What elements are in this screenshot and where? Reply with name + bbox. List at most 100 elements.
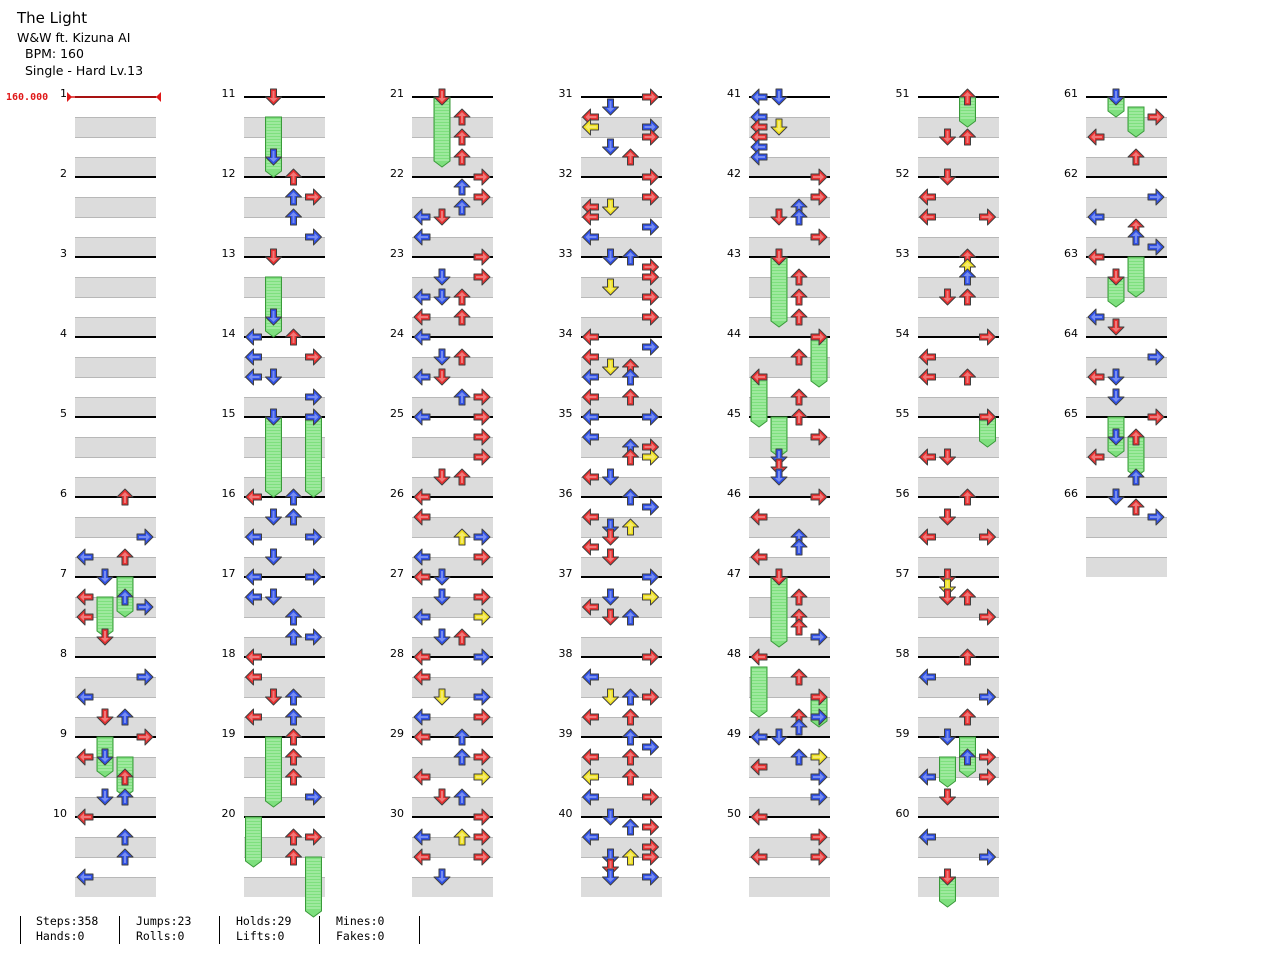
arrow-shine (585, 373, 597, 381)
up-arrow-icon (285, 828, 302, 846)
arrow-shape (642, 408, 659, 426)
beat-line (580, 157, 662, 158)
arrow-shine (476, 273, 487, 281)
arrow-shape (642, 308, 659, 326)
down-arrow-icon (433, 468, 451, 486)
right-arrow-icon (979, 768, 996, 786)
arrow-shape (413, 568, 431, 586)
arrow-shape (622, 818, 639, 836)
arrow-shine (458, 152, 466, 163)
up-arrow-icon (453, 468, 471, 486)
right-arrow-icon (979, 528, 996, 546)
arrow-shine (585, 793, 597, 801)
right-arrow-icon (810, 168, 828, 186)
measure (580, 416, 662, 497)
arrow-shape (285, 168, 302, 186)
left-arrow-icon (245, 568, 262, 586)
arrow-shape (770, 568, 788, 586)
beat-line (412, 537, 493, 538)
arrow-shine (754, 373, 765, 381)
up-arrow-icon (1127, 148, 1145, 166)
left-arrow-icon (582, 348, 599, 366)
arrow-shine (963, 712, 972, 723)
arrow-shine (289, 772, 298, 783)
arrow-shine (813, 193, 824, 201)
right-arrow-icon (473, 548, 491, 566)
arrow-shine (754, 733, 765, 741)
beat-line (412, 857, 493, 858)
up-arrow-icon (116, 788, 134, 806)
right-arrow-icon (305, 408, 322, 426)
measure (749, 416, 830, 497)
arrow-shine (626, 152, 635, 163)
arrow-shape (413, 608, 431, 626)
arrow-shine (101, 751, 109, 762)
beat-line (412, 517, 493, 518)
arrow-shine (813, 753, 824, 761)
right-arrow-icon (642, 498, 659, 516)
arrow-shine (813, 233, 824, 241)
arrow-shine (963, 372, 972, 383)
beat-line (580, 377, 662, 378)
arrow-shape (622, 708, 639, 726)
measure-line (75, 416, 156, 418)
lane-band (580, 277, 662, 297)
beat-line (75, 437, 156, 438)
down-arrow-icon (96, 748, 114, 766)
measure-line (917, 576, 999, 578)
arrow-shape (602, 588, 619, 606)
measure-number: 22 (390, 167, 404, 180)
up-arrow-icon (790, 268, 808, 286)
up-arrow-icon (959, 128, 976, 146)
measure (1086, 96, 1167, 177)
measure-number: 20 (221, 807, 236, 820)
arrow-shine (644, 653, 656, 661)
measure-number: 52 (895, 167, 910, 180)
arrow-shine (1091, 213, 1102, 221)
left-arrow-icon (245, 708, 262, 726)
down-arrow-icon (433, 688, 451, 706)
left-arrow-icon (582, 508, 599, 526)
arrow-shine (289, 832, 298, 843)
arrow-shine (289, 612, 298, 623)
measure-line (1086, 416, 1167, 418)
down-arrow-icon (265, 588, 282, 606)
beat-line (917, 157, 999, 158)
arrow-shape (979, 608, 996, 626)
right-arrow-icon (642, 868, 659, 886)
beat-line (412, 477, 493, 478)
left-arrow-icon (919, 208, 936, 226)
arrow-shine (606, 141, 615, 152)
measure (243, 576, 325, 657)
beat-line (749, 357, 830, 358)
arrow-shine (139, 533, 150, 541)
down-arrow-icon (770, 208, 788, 226)
beat-line (749, 397, 830, 398)
left-arrow-icon (413, 548, 431, 566)
up-arrow-icon (622, 148, 639, 166)
beat-line (749, 197, 830, 198)
measure-line (1086, 176, 1167, 178)
beat-line (75, 797, 156, 798)
lane-band (749, 477, 830, 497)
arrow-shape (602, 858, 619, 876)
left-arrow-icon (582, 328, 599, 346)
arrow-shine (476, 613, 487, 621)
down-arrow-icon (602, 98, 619, 116)
arrow-shape (433, 788, 451, 806)
left-arrow-icon (76, 748, 94, 766)
arrow-shape (413, 728, 431, 746)
arrow-shape (285, 768, 302, 786)
right-arrow-icon (979, 408, 996, 426)
right-arrow-icon (642, 738, 659, 756)
arrow-shine (289, 172, 298, 183)
left-arrow-icon (582, 748, 599, 766)
arrow-shine (795, 722, 803, 733)
beat-line (243, 297, 325, 298)
arrow-shape (810, 688, 828, 706)
arrow-shine (458, 312, 466, 323)
arrow-shape (602, 98, 619, 116)
left-arrow-icon (413, 568, 431, 586)
lane-band (749, 277, 830, 297)
lane-band (75, 277, 156, 297)
